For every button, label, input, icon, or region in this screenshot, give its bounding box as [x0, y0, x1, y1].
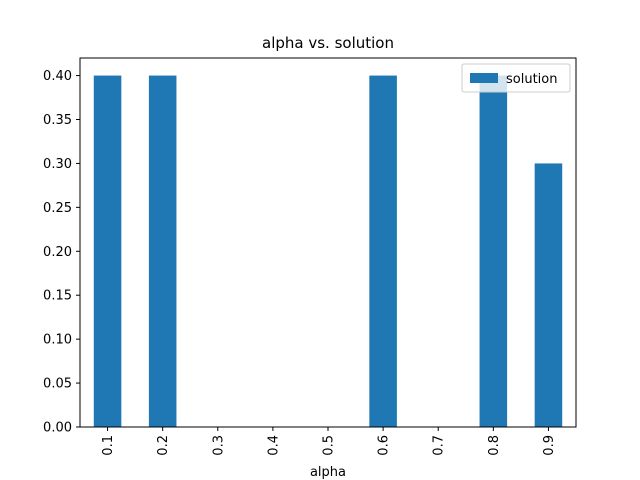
x-axis-title: alpha — [310, 465, 346, 480]
legend-label: solution — [506, 72, 557, 87]
legend-swatch — [470, 73, 498, 83]
y-tick-label: 0.00 — [43, 421, 72, 436]
x-tick-label: 0.6 — [377, 435, 392, 456]
x-tick-label: 0.9 — [542, 435, 557, 456]
y-tick-label: 0.05 — [43, 377, 72, 392]
bar-0.6 — [369, 75, 397, 428]
bar-0.1 — [93, 75, 122, 428]
bar-0.8 — [479, 75, 508, 428]
y-tick-label: 0.40 — [43, 69, 72, 84]
y-tick-label: 0.35 — [43, 113, 72, 128]
y-tick-label: 0.20 — [43, 245, 72, 260]
x-tick-label: 0.5 — [322, 435, 337, 456]
x-tick-label: 0.3 — [211, 435, 226, 456]
x-tick-label: 0.2 — [156, 435, 171, 456]
x-tick-label: 0.7 — [432, 435, 447, 456]
y-tick-label: 0.10 — [43, 333, 72, 348]
bar-0.9 — [534, 163, 563, 427]
chart-title: alpha vs. solution — [262, 34, 394, 52]
legend-box — [461, 63, 571, 93]
y-tick-label: 0.30 — [43, 157, 72, 172]
bar-0.2 — [148, 75, 177, 428]
plot-frame — [79, 57, 577, 428]
y-tick-label: 0.25 — [43, 201, 72, 216]
y-tick-label: 0.15 — [43, 289, 72, 304]
x-tick-label: 0.8 — [487, 435, 502, 456]
x-tick-label: 0.1 — [101, 435, 116, 456]
bars-layer — [93, 75, 563, 428]
legend: solution — [461, 63, 571, 93]
ticks-layer: 0.00 0.05 0.10 0.15 0.20 0.25 0.30 0.35 0.40 0.1 0… — [43, 69, 557, 456]
x-tick-label: 0.4 — [266, 435, 281, 456]
